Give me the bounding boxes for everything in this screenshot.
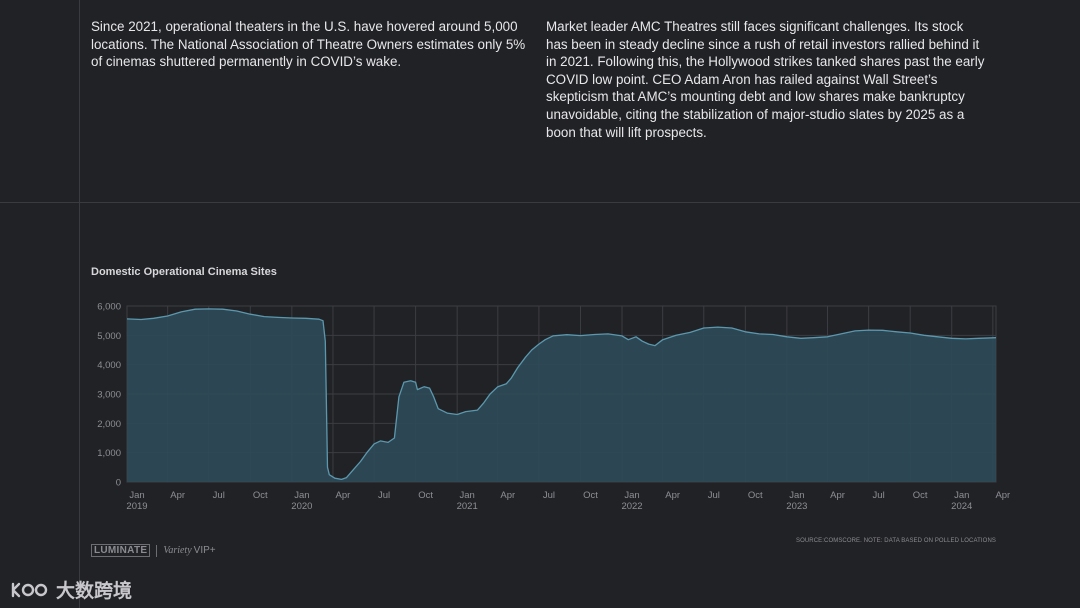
x-tick-label: Oct [253,490,268,501]
x-tick-label: Apr [170,490,185,501]
x-tick-label: Jan [624,490,639,501]
y-tick-label: 1,000 [97,448,121,459]
x-tick-year-label: 2022 [621,501,642,512]
x-tick-year-label: 2023 [786,501,807,512]
intro-paragraph-left: Since 2021, operational theaters in the … [91,19,526,70]
x-tick-label: Oct [418,490,433,501]
vip-plus-logo: VIP+ [193,545,216,556]
x-tick-label: Apr [665,490,680,501]
series-area [127,308,996,482]
horizontal-divider [0,202,1080,203]
x-tick-label: Jul [378,490,390,501]
variety-logo: Variety [163,545,192,556]
series-line [126,308,997,481]
watermark: 大数跨境 [10,576,132,603]
x-tick-label: Jul [708,490,720,501]
intro-paragraph-right: Market leader AMC Theatres still faces s… [546,19,985,140]
luminate-logo: LUMINATE [91,544,151,557]
x-tick-label: Jan [294,490,309,501]
x-tick-label: Jul [873,490,885,501]
x-tick-label: Oct [583,490,598,501]
x-tick-label: Apr [830,490,845,501]
vertical-divider [79,0,80,608]
x-tick-label: Jul [543,490,555,501]
x-tick-label: Jan [789,490,804,501]
y-tick-label: 5,000 [97,331,121,342]
y-tick-label: 0 [116,478,121,489]
watermark-text: 大数跨境 [56,581,133,602]
x-tick-year-label: 2020 [291,501,312,512]
y-tick-label: 4,000 [97,360,121,371]
source-note: SOURCE:COMSCORE. NOTE: DATA BASED ON POL… [795,538,996,544]
y-tick-label: 3,000 [97,390,121,401]
x-tick-year-label: 2021 [457,501,478,512]
y-tick-label: 6,000 [97,302,121,313]
x-tick-year-label: 2024 [951,501,972,512]
y-tick-label: 2,000 [97,419,121,430]
x-tick-label: Oct [748,490,763,501]
x-tick-label: Jan [129,490,144,501]
chart-title: Domestic Operational Cinema Sites [91,266,277,278]
x-tick-label: Jan [954,490,969,501]
x-tick-label: Jul [213,490,225,501]
x-tick-year-label: 2019 [126,501,147,512]
publisher-logos: LUMINATE Variety VIP+ [91,544,216,557]
x-tick-label: Oct [913,490,928,501]
x-tick-label: Apr [500,490,515,501]
x-tick-label: Apr [995,490,1010,501]
logo-separator [156,544,158,557]
x-tick-label: Jan [460,490,475,501]
watermark-icon [11,582,48,597]
x-tick-label: Apr [336,490,351,501]
